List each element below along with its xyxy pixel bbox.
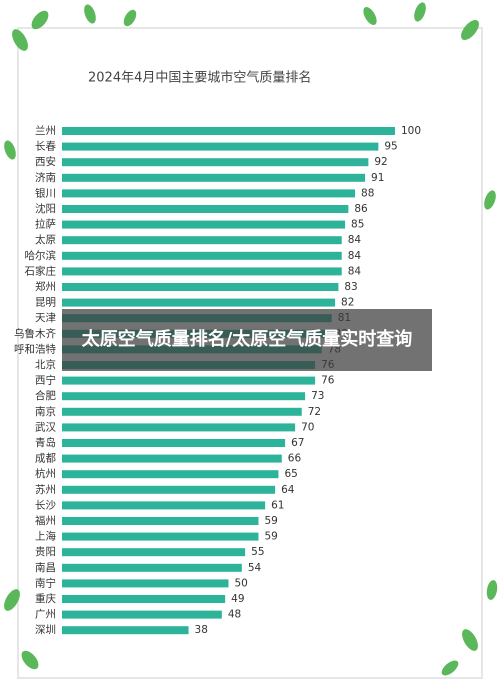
category-label: 昆明 (35, 297, 56, 309)
value-label: 54 (248, 562, 262, 574)
category-label: 银川 (35, 186, 56, 199)
category-label: 南宁 (35, 576, 56, 589)
value-label: 59 (264, 515, 277, 527)
bar (62, 454, 282, 463)
value-label: 85 (351, 219, 364, 231)
value-label: 91 (371, 172, 384, 184)
bar (62, 501, 266, 510)
value-label: 76 (321, 375, 335, 387)
category-label: 福州 (35, 514, 56, 527)
value-label: 38 (195, 624, 208, 636)
bar (62, 579, 229, 588)
value-label: 70 (301, 421, 314, 433)
bar (62, 626, 189, 635)
category-label: 西宁 (35, 374, 56, 387)
value-label: 84 (348, 265, 362, 277)
bar (62, 267, 342, 276)
category-label: 合肥 (35, 389, 56, 402)
value-label: 66 (288, 453, 302, 465)
overlay-caption: 太原空气质量排名/太原空气质量实时查询 (62, 309, 432, 371)
value-label: 82 (341, 297, 354, 309)
bar (62, 298, 336, 307)
category-label: 广州 (35, 609, 56, 621)
category-label: 南京 (35, 405, 56, 418)
bar (62, 548, 246, 557)
value-label: 55 (251, 546, 264, 558)
bar (62, 220, 346, 229)
bar (62, 251, 342, 260)
bar (62, 127, 395, 135)
category-label: 长春 (35, 141, 56, 153)
category-label: 青岛 (35, 436, 56, 449)
value-label: 84 (348, 250, 362, 262)
value-label: 48 (228, 609, 241, 621)
category-label: 兰州 (35, 124, 56, 137)
category-label: 郑州 (35, 280, 56, 293)
bar (62, 470, 279, 479)
value-label: 73 (311, 390, 324, 402)
category-label: 武汉 (35, 420, 56, 433)
bar (62, 158, 369, 167)
bar (62, 485, 276, 494)
bar (62, 142, 379, 151)
category-label: 上海 (35, 530, 56, 543)
category-label: 乌鲁木齐 (14, 327, 56, 340)
value-label: 67 (291, 437, 304, 449)
value-label: 88 (361, 187, 374, 199)
value-label: 65 (284, 468, 297, 480)
category-label: 北京 (35, 358, 56, 371)
bar (62, 236, 342, 245)
bar (62, 189, 356, 198)
category-label: 天津 (35, 312, 56, 324)
bar (62, 376, 316, 385)
category-label: 贵阳 (35, 545, 56, 558)
category-label: 苏州 (35, 483, 56, 496)
bar (62, 439, 286, 447)
category-label: 杭州 (35, 467, 56, 480)
value-label: 95 (384, 141, 397, 153)
category-label: 南昌 (35, 561, 56, 574)
value-label: 49 (231, 593, 244, 605)
bar (62, 423, 296, 432)
category-label: 沈阳 (35, 202, 56, 215)
chart-title: 2024年4月中国主要城市空气质量排名 (88, 70, 311, 86)
value-label: 72 (308, 406, 321, 418)
category-label: 拉萨 (35, 218, 56, 231)
bar (62, 532, 259, 541)
category-label: 石家庄 (25, 264, 57, 277)
bar (62, 173, 366, 182)
category-label: 重庆 (35, 592, 56, 605)
category-label: 济南 (35, 171, 56, 184)
value-label: 64 (281, 484, 295, 496)
value-label: 84 (348, 234, 362, 246)
value-label: 92 (374, 156, 387, 168)
category-label: 成都 (35, 453, 56, 465)
value-label: 100 (401, 125, 421, 137)
value-label: 86 (354, 203, 368, 215)
bar (62, 610, 222, 619)
category-label: 太原 (35, 233, 56, 246)
bar (62, 517, 259, 525)
bar (62, 205, 349, 213)
category-label: 深圳 (35, 624, 56, 636)
value-label: 83 (344, 281, 357, 293)
category-label: 哈尔滨 (25, 249, 57, 262)
bar (62, 392, 306, 401)
value-label: 59 (264, 531, 277, 543)
category-label: 呼和浩特 (14, 343, 56, 355)
value-label: 61 (271, 499, 284, 511)
category-label: 长沙 (35, 499, 56, 511)
value-label: 50 (235, 577, 248, 589)
bar (62, 283, 339, 291)
bar (62, 407, 302, 416)
category-label: 西安 (35, 155, 56, 168)
bar (62, 595, 226, 603)
bar (62, 563, 242, 572)
